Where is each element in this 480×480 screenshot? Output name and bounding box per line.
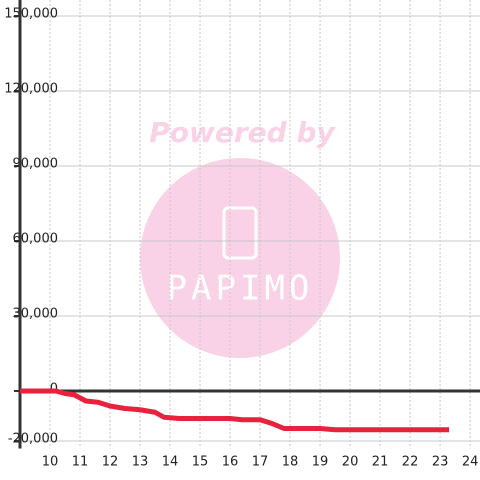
- x-tick-label: 24: [462, 455, 479, 470]
- x-tick-label: 13: [132, 455, 149, 470]
- x-tick-label: 17: [252, 455, 269, 470]
- x-tick-label: 22: [402, 455, 419, 470]
- x-tick-label: 12: [102, 455, 119, 470]
- series-line: [20, 388, 450, 433]
- y-tick-label: 120,000: [4, 82, 58, 97]
- x-tick-label: 19: [312, 455, 329, 470]
- y-tick-label: -20,000: [8, 432, 58, 447]
- x-tick-label: 10: [42, 455, 59, 470]
- watermark-title: Powered by: [149, 116, 336, 149]
- watermark-brand: PAPIMO: [167, 269, 314, 309]
- y-tick-label: 60,000: [13, 232, 59, 247]
- watermark-icon: [222, 206, 258, 260]
- x-tick-label: 16: [222, 455, 239, 470]
- x-tick-label: 18: [282, 455, 299, 470]
- x-tick-label: 20: [342, 455, 359, 470]
- y-tick-label: 150,000: [4, 7, 58, 22]
- x-tick-label: 14: [162, 455, 179, 470]
- x-tick-label: 21: [372, 455, 389, 470]
- x-tick-label: 23: [432, 455, 449, 470]
- x-tick-label: 15: [192, 455, 209, 470]
- x-tick-label: 11: [72, 455, 89, 470]
- y-tick-label: 90,000: [13, 157, 59, 172]
- y-tick-label: 30,000: [13, 307, 59, 322]
